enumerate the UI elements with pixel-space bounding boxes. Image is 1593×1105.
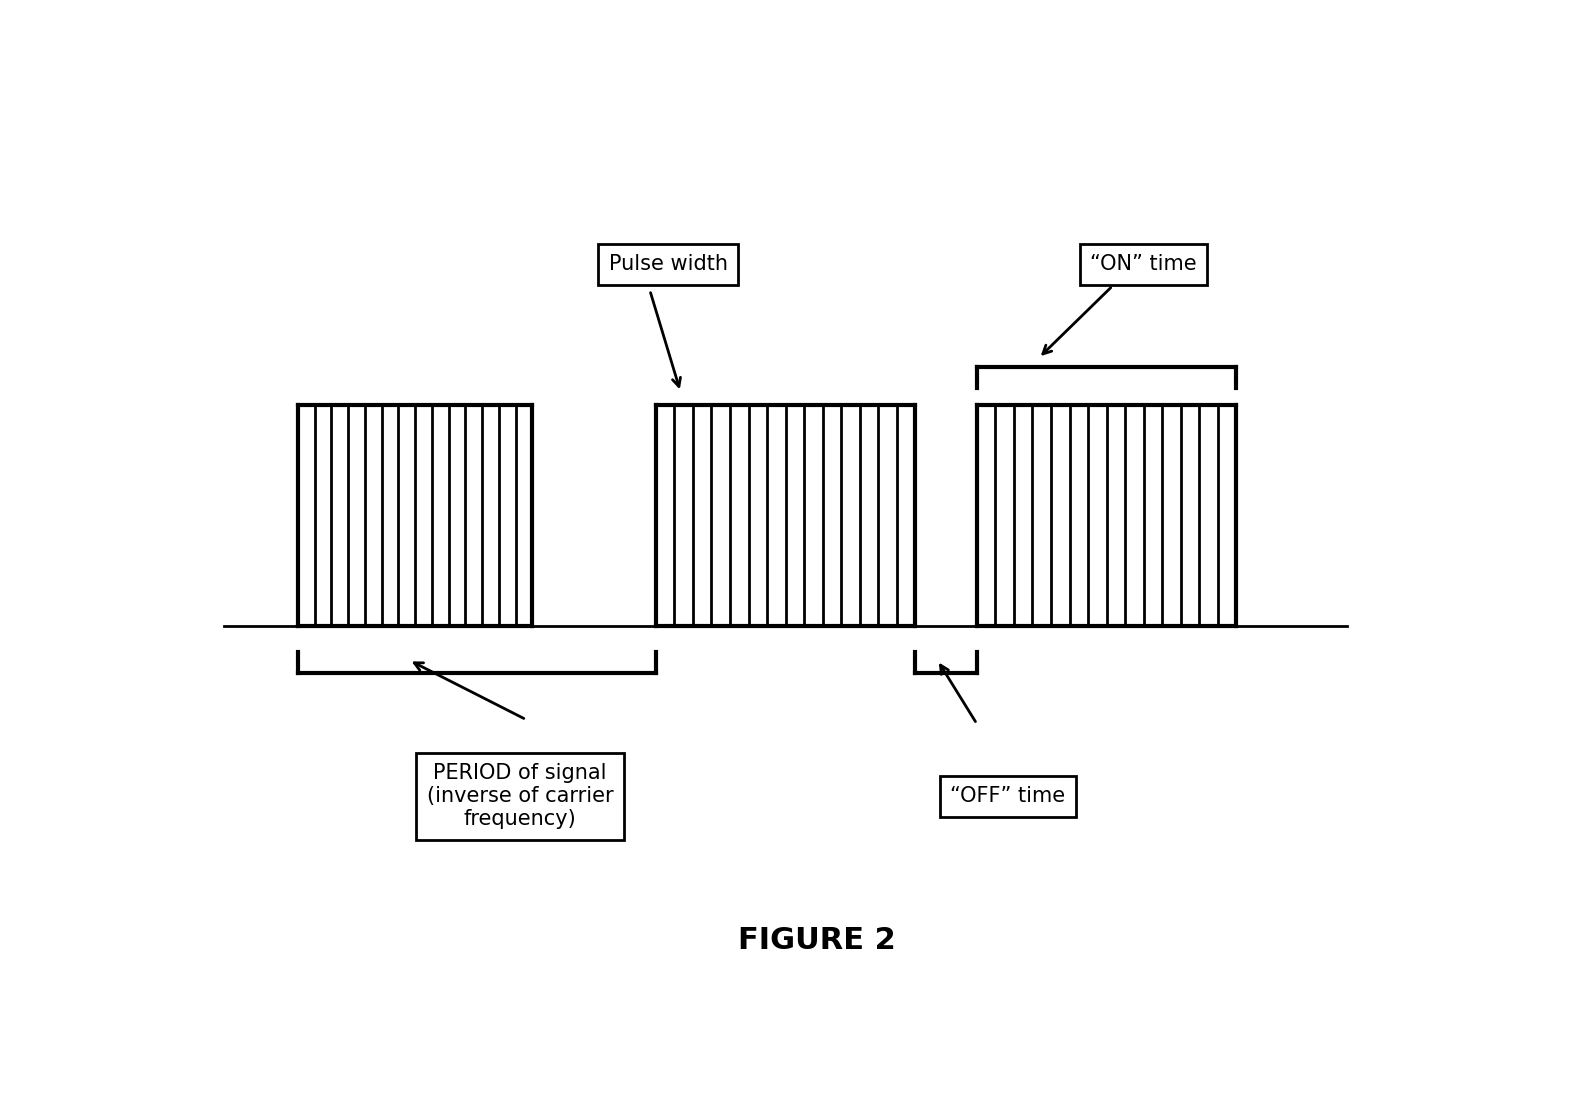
Text: “OFF” time: “OFF” time (949, 787, 1066, 807)
Text: Pulse width: Pulse width (609, 254, 728, 274)
Text: “ON” time: “ON” time (1090, 254, 1196, 274)
Text: FIGURE 2: FIGURE 2 (738, 926, 895, 956)
Text: PERIOD of signal
(inverse of carrier
frequency): PERIOD of signal (inverse of carrier fre… (427, 764, 613, 830)
